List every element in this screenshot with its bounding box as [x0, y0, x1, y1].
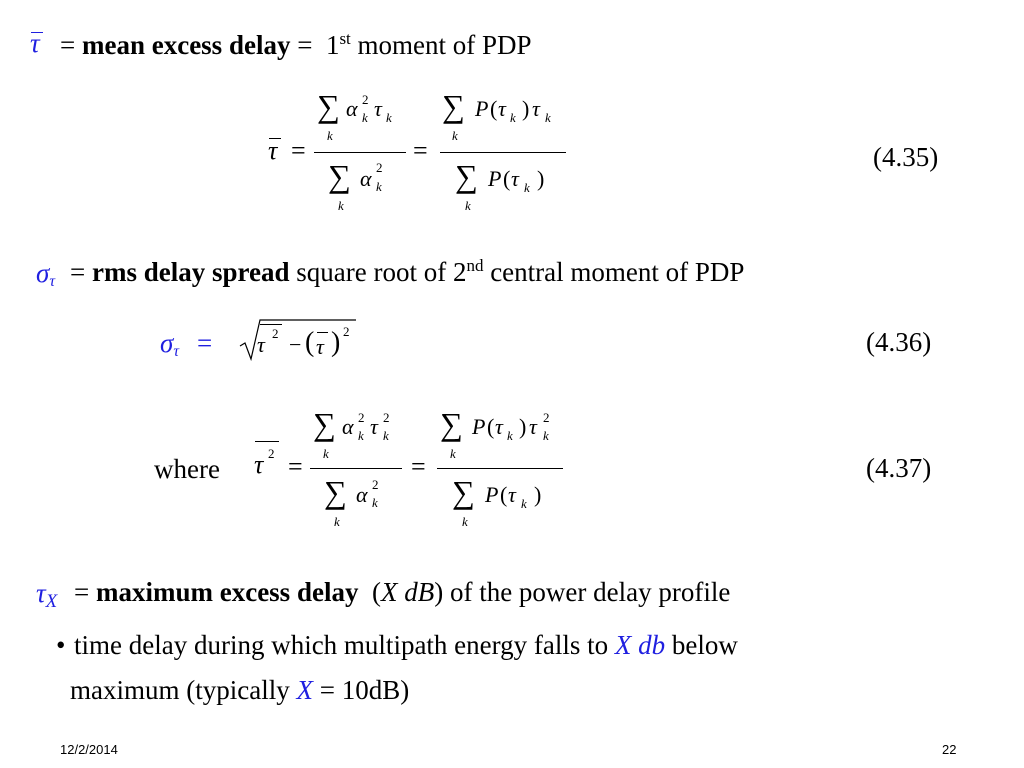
bullet-dot: • — [56, 630, 66, 660]
eq435-lhs: τ — [268, 136, 281, 166]
tau-bar-symbol: τ — [30, 28, 43, 59]
term-bold: maximum excess delay — [95, 577, 359, 607]
bullet-line-2: maximum (typically X = 10dB) — [70, 675, 410, 705]
fraction-bar — [310, 468, 402, 469]
footer-date: 12/2/2014 — [60, 742, 118, 757]
where-label: where — [154, 454, 220, 484]
page-number: 22 — [942, 742, 957, 757]
definition-text: = rms delay spread square root of 2nd ce… — [70, 256, 745, 287]
definition-text: = mean excess delay = 1st moment of PDP — [60, 29, 532, 60]
fraction-bar — [440, 152, 566, 153]
tau-x-symbol: τX — [36, 578, 58, 612]
term-bold: mean excess delay — [81, 30, 291, 60]
equation-number: (4.37) — [866, 453, 932, 483]
overbar — [260, 324, 282, 325]
fraction-bar — [314, 152, 406, 153]
equation-number: (4.36) — [866, 327, 932, 357]
sigma-tau-symbol: στ — [36, 258, 56, 290]
sigma-tau-lhs: στ — [160, 328, 180, 360]
summation-sign: ∑ — [317, 88, 340, 124]
overbar — [255, 441, 279, 442]
overbar — [31, 32, 43, 33]
bullet-line-1: time delay during which multipath energy… — [74, 630, 738, 660]
definition-text: = maximum excess delay (X dB) of the pow… — [74, 577, 731, 607]
fraction-bar — [437, 468, 563, 469]
square-root-sign — [239, 319, 356, 362]
equation-number: (4.35) — [873, 142, 939, 172]
term-bold: rms delay spread — [91, 257, 290, 287]
